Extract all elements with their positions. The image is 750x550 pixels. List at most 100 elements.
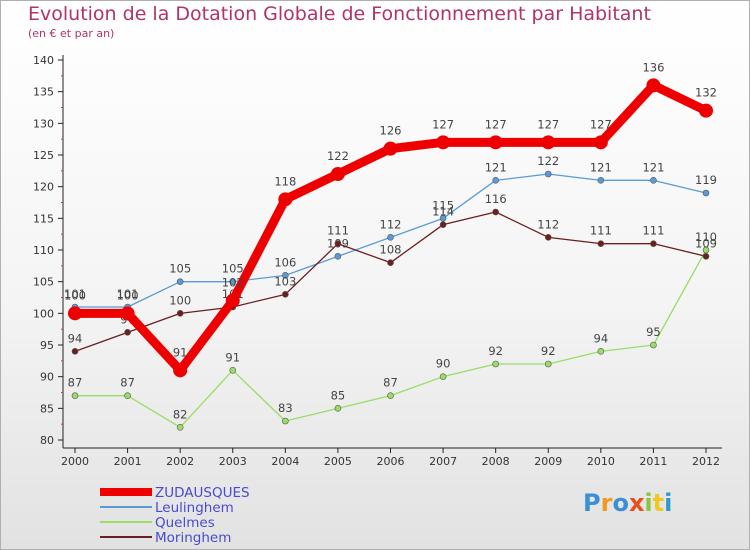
data-point [282, 272, 289, 279]
legend-label: Leulinghem [155, 500, 234, 516]
brand-letter: i [664, 489, 673, 517]
x-tick-label: 2008 [482, 455, 510, 468]
data-point [387, 259, 394, 266]
data-label: 101 [64, 287, 86, 301]
data-point [488, 135, 503, 150]
data-label: 87 [68, 376, 83, 390]
data-label: 127 [432, 117, 454, 131]
data-point [124, 329, 131, 336]
data-label: 115 [432, 198, 454, 212]
data-point [650, 177, 657, 184]
data-point [544, 360, 552, 368]
x-tick-label: 2000 [61, 455, 89, 468]
y-tick-label: 115 [33, 212, 54, 225]
y-tick-label: 90 [40, 371, 54, 384]
brand-letter: i [644, 489, 653, 517]
data-point [71, 392, 79, 399]
data-point [334, 253, 342, 260]
legend-label: ZUDAUSQUES [155, 485, 250, 501]
data-point [282, 417, 289, 425]
y-tick-label: 105 [33, 276, 54, 289]
data-label: 121 [485, 160, 507, 174]
data-point [544, 234, 552, 241]
y-tick-label: 120 [33, 181, 54, 194]
y-tick-label: 130 [33, 117, 54, 130]
data-label: 91 [225, 350, 240, 364]
x-tick-label: 2007 [429, 455, 457, 468]
data-point [176, 424, 184, 431]
data-point [492, 177, 499, 184]
data-point [334, 405, 342, 412]
chart-subtitle: (en € et par an) [28, 27, 115, 40]
data-point [699, 103, 713, 118]
data-label: 121 [642, 160, 664, 174]
data-label: 127 [590, 117, 612, 131]
legend-swatch [100, 536, 152, 538]
data-point [229, 367, 237, 374]
brand-logo: Proxiti [583, 489, 672, 517]
data-label: 136 [642, 60, 664, 74]
data-label: 105 [169, 262, 191, 276]
data-point [120, 306, 135, 321]
y-tick-label: 110 [33, 244, 54, 257]
data-point [544, 170, 552, 178]
data-label: 92 [541, 344, 556, 358]
data-label: 92 [488, 344, 503, 358]
data-label: 118 [274, 174, 296, 188]
data-label: 111 [327, 224, 349, 238]
data-label: 116 [485, 192, 507, 206]
data-point [334, 240, 342, 247]
legend-label: Quelmes [155, 515, 215, 531]
data-label: 87 [383, 376, 398, 390]
data-point [702, 189, 710, 197]
series-line [74, 249, 707, 428]
x-tick-label: 2010 [587, 455, 615, 468]
data-label: 90 [436, 357, 451, 371]
data-point [387, 234, 394, 241]
y-tick-label: 135 [33, 86, 54, 99]
data-point [492, 208, 499, 216]
y-tick-label: 140 [33, 54, 54, 67]
data-label: 112 [537, 217, 559, 231]
data-label: 105 [222, 262, 244, 276]
data-label: 100 [64, 288, 86, 302]
data-label: 83 [278, 401, 293, 415]
brand-letter: t [652, 489, 665, 517]
data-point [176, 278, 184, 285]
data-label: 95 [646, 325, 661, 339]
data-point [387, 392, 394, 399]
data-point [702, 246, 710, 254]
brand-letter: r [600, 489, 613, 517]
data-label: 126 [380, 124, 402, 138]
data-point [173, 363, 188, 378]
data-point [282, 291, 289, 298]
data-point [439, 221, 447, 228]
data-point [176, 310, 184, 317]
brand-letter: o [612, 489, 629, 517]
data-label: 85 [331, 388, 346, 402]
data-point [492, 360, 499, 368]
data-label: 119 [695, 173, 717, 187]
x-tick-label: 2001 [114, 455, 142, 468]
data-point [225, 293, 240, 308]
data-point [68, 306, 82, 321]
data-label: 100 [169, 293, 191, 307]
data-point [597, 240, 605, 247]
x-tick-label: 2002 [166, 455, 194, 468]
data-label: 82 [173, 407, 188, 421]
data-point [436, 135, 451, 150]
data-label: 94 [68, 331, 83, 345]
data-point [646, 78, 661, 93]
data-label: 114 [432, 205, 454, 219]
data-point [439, 373, 447, 380]
data-label: 106 [274, 255, 296, 269]
data-point [383, 141, 398, 156]
x-tick-label: 2004 [271, 455, 299, 468]
data-label: 94 [594, 331, 609, 345]
x-tick-label: 2009 [534, 455, 562, 468]
data-label: 111 [590, 224, 612, 238]
data-point [593, 135, 608, 150]
data-point [702, 253, 710, 260]
